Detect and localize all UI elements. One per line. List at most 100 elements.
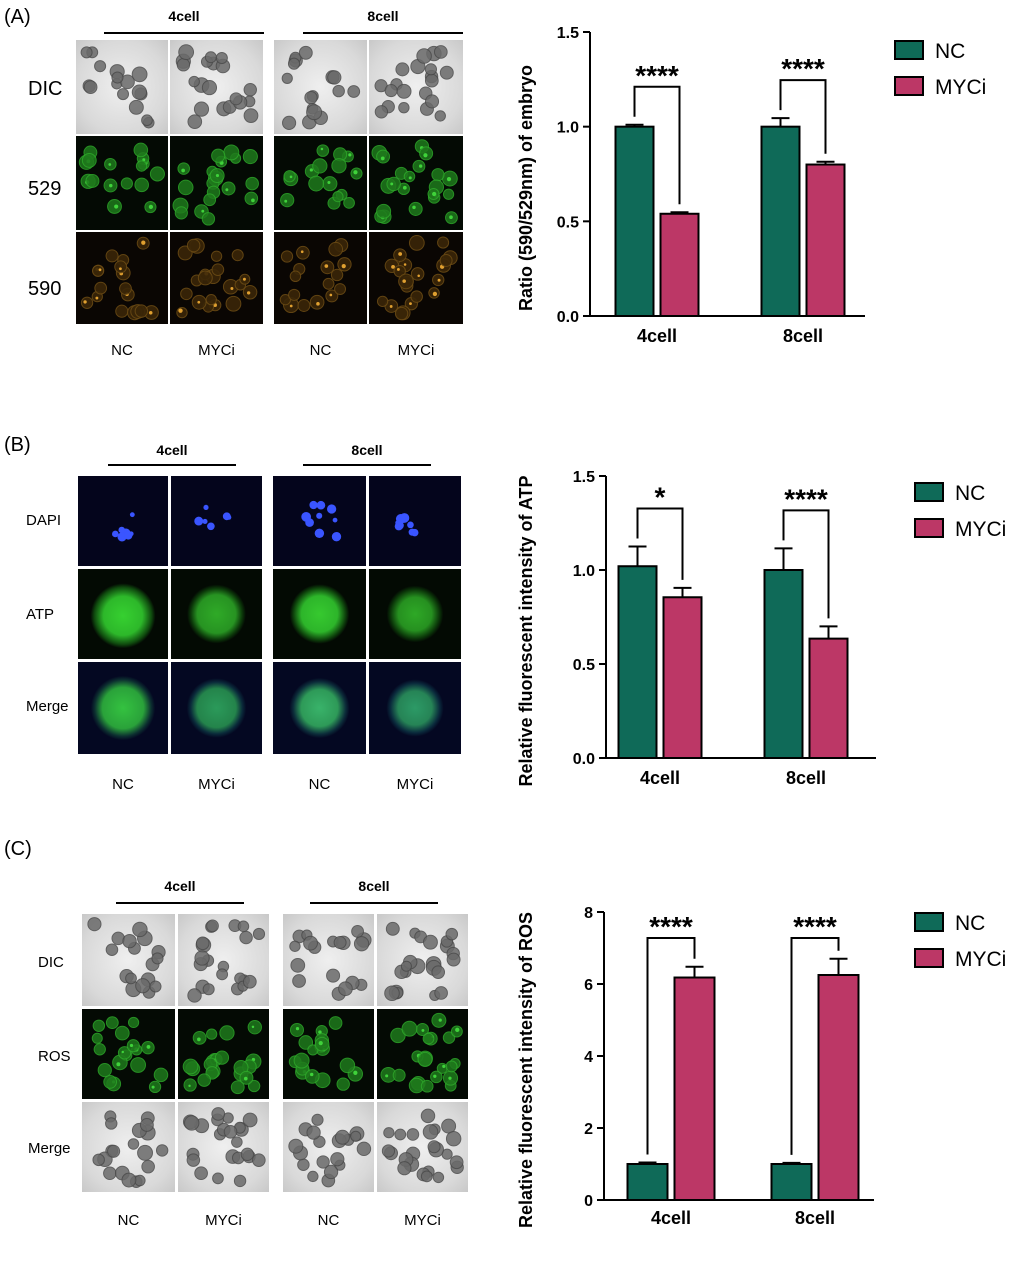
embryo <box>288 1138 304 1154</box>
embryo <box>178 44 195 61</box>
legend-swatch-nc <box>894 40 924 60</box>
embryo <box>239 930 253 945</box>
bar-chart-atp: 0.0 0.5 1.0 1.5 Relative fluorescent intensi… <box>516 469 1006 788</box>
column-label: NC <box>317 1212 340 1229</box>
embryo <box>243 83 257 97</box>
nucleus <box>112 530 119 538</box>
embryo-cluster <box>376 235 458 321</box>
embryo <box>211 148 226 163</box>
embryo <box>205 293 217 306</box>
micrograph-merge-myci-8cell <box>369 662 461 754</box>
embryo <box>244 191 259 206</box>
fluorescent-spot <box>309 168 313 172</box>
fluorescent-spot <box>243 1076 248 1081</box>
micrograph-dic-nc-4cell <box>82 914 175 1006</box>
embryo <box>97 1062 112 1078</box>
embryo-cluster <box>80 236 159 321</box>
embryo-cluster <box>279 238 352 314</box>
embryo <box>331 158 347 174</box>
embryo <box>105 249 119 263</box>
embryo-cluster <box>78 142 165 214</box>
embryo <box>422 1124 439 1140</box>
embryo <box>242 1112 258 1128</box>
embryo <box>374 105 389 119</box>
x-tick-label: 4cell <box>637 326 677 346</box>
embryo <box>120 177 133 190</box>
legend-swatch-nc <box>914 482 944 502</box>
bar-myci <box>662 596 703 759</box>
fluorescent-spot <box>433 1074 437 1078</box>
fluorescent-spot <box>201 209 205 213</box>
embryo <box>240 1147 255 1162</box>
embryo <box>85 173 100 188</box>
fluorescent-spot <box>320 147 324 151</box>
group-line <box>303 32 463 34</box>
embryo <box>131 66 148 83</box>
embryo <box>330 1152 345 1167</box>
embryo <box>141 114 153 127</box>
group-line <box>116 902 244 904</box>
embryo <box>445 927 459 941</box>
micrograph-dapi-nc-4cell <box>78 476 168 566</box>
embryo <box>115 304 129 318</box>
embryo <box>376 149 391 164</box>
embryo <box>335 1129 350 1145</box>
micrograph-529-nc-8cell <box>274 136 367 230</box>
embryo <box>153 1067 169 1083</box>
fluorescent-spot <box>142 158 146 162</box>
fluorescent-spot <box>251 1025 255 1029</box>
embryo <box>128 99 144 115</box>
embryo <box>242 148 258 165</box>
fluorescent-spot <box>146 1045 151 1049</box>
fluorescent-spot <box>95 296 99 300</box>
embryo <box>392 1068 406 1082</box>
embryo <box>325 289 339 303</box>
embryo <box>148 1080 162 1093</box>
fluorescent-spot <box>408 176 412 180</box>
nucleus <box>117 532 127 542</box>
significance-bracket <box>636 507 684 580</box>
micrograph-529-myci-4cell <box>170 136 263 230</box>
embryo <box>252 1153 266 1167</box>
fluorescent-spot <box>230 286 234 290</box>
nucleus <box>118 526 125 534</box>
fluorescent-spot <box>116 1062 121 1067</box>
embryo <box>395 62 410 77</box>
micrograph-ros-myci-4cell <box>178 1009 269 1099</box>
embryo <box>306 104 323 121</box>
micrograph-atp-nc-4cell <box>78 569 168 659</box>
embryo <box>417 1051 433 1067</box>
fluorescent-spot <box>246 291 251 295</box>
embryo <box>280 193 295 208</box>
fluorescent-spot <box>148 310 153 315</box>
y-axis-label: Relative fluorescent intensity of ROS <box>516 912 536 1228</box>
embryo <box>280 250 294 263</box>
embryo-cluster <box>371 139 458 225</box>
embryo <box>114 260 128 274</box>
embryo <box>80 296 94 309</box>
fluorescent-spot <box>316 302 320 306</box>
group-line <box>108 464 236 466</box>
significance-bracket <box>646 937 696 1155</box>
nucleus <box>407 521 414 529</box>
row-label-merge: Merge <box>28 1140 71 1157</box>
embryo <box>408 201 423 216</box>
fluorescent-spot <box>284 199 288 203</box>
embryo <box>347 85 361 98</box>
embryo <box>433 45 448 59</box>
fluorescent-spot <box>423 153 428 158</box>
embryo <box>336 1077 350 1091</box>
embryo <box>381 1144 396 1158</box>
embryo <box>201 79 218 96</box>
nucleus <box>124 531 133 540</box>
x-tick-label: 8cell <box>783 326 823 346</box>
fluorescent-spot <box>329 293 333 297</box>
embryo <box>211 1107 226 1121</box>
row-label-590: 590 <box>28 278 62 300</box>
legend-swatch-myci <box>914 948 944 968</box>
embryo <box>187 114 203 129</box>
micrograph-dic-myci-8cell <box>377 914 468 1006</box>
group-label-8cell: 8cell <box>367 8 399 24</box>
embryo-cluster <box>288 1016 364 1091</box>
significance-stars: **** <box>784 483 828 514</box>
